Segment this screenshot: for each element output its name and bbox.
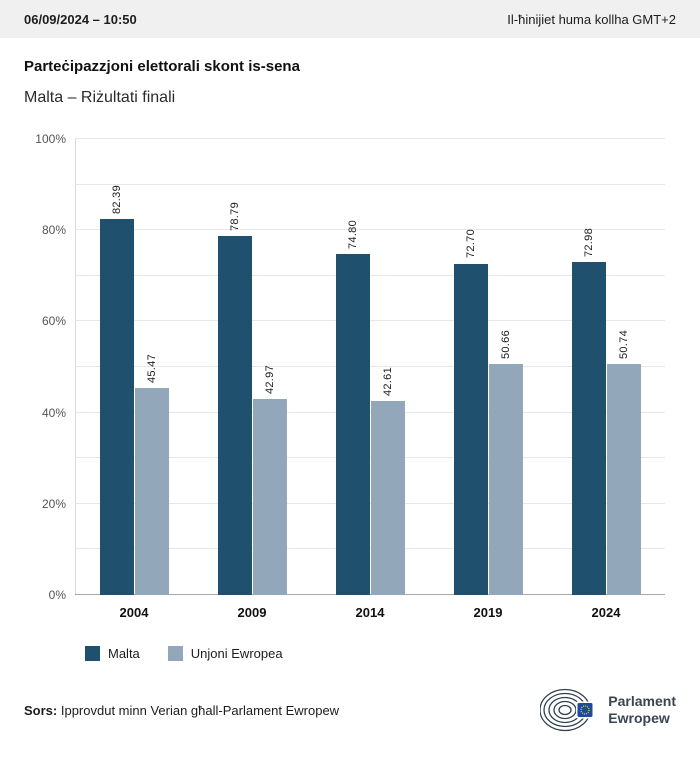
bar-column: 42.61 <box>370 139 405 595</box>
bar-malta-2004 <box>99 219 134 595</box>
x-tick-label-2014: 2014 <box>355 605 385 620</box>
x-axis-baseline <box>75 594 665 595</box>
gridline <box>75 457 665 459</box>
source-label: Sors: <box>24 702 58 718</box>
hemicycle-logo-icon <box>540 688 595 732</box>
bar-column: 74.80 <box>335 139 370 595</box>
bar-malta-2024 <box>571 262 606 595</box>
gridline <box>75 320 665 322</box>
bar-malta-2019 <box>453 263 488 595</box>
bar-value-label: 82.39 <box>110 185 123 215</box>
x-tick-label-2024: 2024 <box>591 605 621 620</box>
legend-swatch <box>85 646 100 661</box>
bar-column: 45.47 <box>134 139 169 595</box>
bar-group-2019: 72.70 50.66 <box>429 139 547 595</box>
bar-column: 82.39 <box>99 139 134 595</box>
legend-item-unjoni-ewropea: Unjoni Ewropea <box>167 646 283 661</box>
bar-value-label: 74.80 <box>346 219 359 249</box>
bar-value-label: 50.74 <box>617 329 630 359</box>
gridline <box>75 366 665 367</box>
y-tick-label: 0% <box>48 588 66 602</box>
bar-column: 72.70 <box>453 139 488 595</box>
bar-column: 50.74 <box>606 139 641 595</box>
y-tick-label: 40% <box>41 405 66 420</box>
logo-line2: Ewropew <box>608 710 670 726</box>
gridline <box>75 138 665 139</box>
bar-unjoni-ewropea-2019 <box>488 364 523 595</box>
bar-unjoni-ewropea-2004 <box>134 387 169 595</box>
legend-swatch <box>167 646 183 661</box>
footer: Sors: Ipprovdut minn Verian għall-Parlam… <box>0 685 700 735</box>
gridline <box>75 183 665 185</box>
legend-label: Malta <box>108 646 140 661</box>
bar-value-label: 42.97 <box>263 365 276 395</box>
bar-value-label: 72.70 <box>464 229 477 259</box>
eu-flag-icon <box>576 701 595 719</box>
page-title: Parteċipazzjoni elettorali skont is-sena <box>24 58 300 75</box>
y-tick-label: 60% <box>41 314 66 329</box>
gridline <box>75 411 665 413</box>
bar-value-label: 72.98 <box>582 228 595 258</box>
bar-group-2004: 82.39 45.47 <box>75 139 193 595</box>
bar-unjoni-ewropea-2009 <box>252 399 287 595</box>
gridline <box>75 502 665 504</box>
bar-malta-2014 <box>335 253 370 595</box>
x-tick-label-2019: 2019 <box>473 605 503 620</box>
bar-column: 42.97 <box>252 139 287 595</box>
logo-wordmark: Parlament Ewropew <box>608 693 676 727</box>
logo-line1: Parlament <box>608 693 676 710</box>
plot-area: 0% 20% 40% 60% 80% 100% 82.39 45.47 78.79 42.97 74… <box>35 132 665 602</box>
x-tick-label-2009: 2009 <box>237 605 267 620</box>
header-datetime: 06/09/2024 – 10:50 <box>24 11 137 27</box>
bar-group-2009: 78.79 42.97 <box>193 139 311 595</box>
bar-column: 72.98 <box>571 139 606 595</box>
header-timezone-note: Il-ħinijiet huma kollha GMT+2 <box>507 11 676 27</box>
gridline <box>75 274 665 276</box>
y-axis-line <box>75 139 76 595</box>
gridline <box>75 548 665 550</box>
bar-column: 50.66 <box>488 139 523 595</box>
gridline <box>75 229 665 231</box>
bar-group-2014: 74.80 42.61 <box>311 139 429 595</box>
y-tick-label: 80% <box>41 223 66 238</box>
european-parliament-logo: Parlament Ewropew <box>540 685 676 735</box>
bar-value-label: 45.47 <box>145 353 158 383</box>
bar-groups: 82.39 45.47 78.79 42.97 74.80 42.61 72.70 50.66… <box>75 139 665 595</box>
bar-value-label: 42.61 <box>381 366 394 396</box>
bar-group-2024: 72.98 50.74 <box>547 139 665 595</box>
legend-label: Unjoni Ewropea <box>190 646 283 661</box>
y-tick-label: 100% <box>35 132 66 146</box>
page-subtitle: Malta – Riżultati finali <box>24 89 176 106</box>
source-text: Ipprovdut minn Verian għall-Parlament Ew… <box>60 702 340 718</box>
header-bar: 06/09/2024 – 10:50 Il-ħinijiet huma koll… <box>0 0 700 38</box>
chart-legend: Malta Unjoni Ewropea <box>85 646 700 661</box>
y-tick-label: 20% <box>41 496 66 511</box>
title-block: Parteċipazzjoni elettorali skont is-sena… <box>0 58 700 107</box>
bar-value-label: 50.66 <box>499 329 512 359</box>
x-axis-labels: 2004 2009 2014 2019 2024 <box>75 605 665 620</box>
legend-item-malta: Malta <box>85 646 140 661</box>
bar-unjoni-ewropea-2014 <box>370 400 405 595</box>
bar-unjoni-ewropea-2024 <box>606 363 641 595</box>
x-tick-label-2004: 2004 <box>119 605 149 620</box>
bar-value-label: 78.79 <box>228 201 241 231</box>
bar-column: 78.79 <box>217 139 252 595</box>
source-note: Sors: Ipprovdut minn Verian għall-Parlam… <box>24 703 339 718</box>
turnout-chart: 0% 20% 40% 60% 80% 100% 82.39 45.47 78.79 42.97 74… <box>0 132 700 661</box>
bar-malta-2009 <box>217 235 252 595</box>
